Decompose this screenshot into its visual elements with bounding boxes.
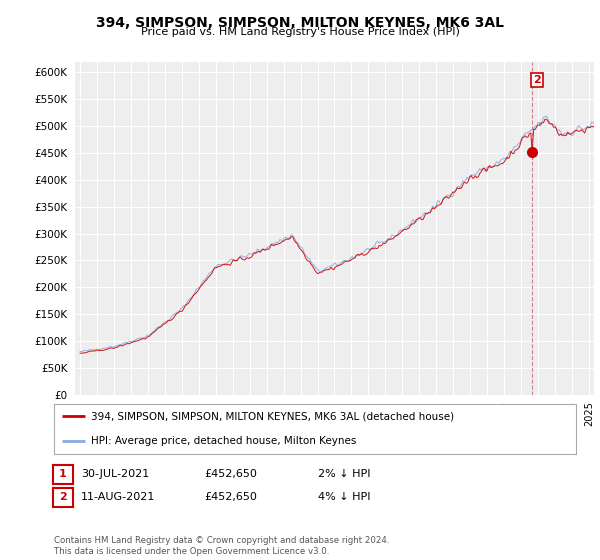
Text: 4% ↓ HPI: 4% ↓ HPI [318,492,371,502]
Text: 2% ↓ HPI: 2% ↓ HPI [318,469,371,479]
Text: 30-JUL-2021: 30-JUL-2021 [81,469,149,479]
Text: Price paid vs. HM Land Registry's House Price Index (HPI): Price paid vs. HM Land Registry's House … [140,27,460,37]
Text: 1: 1 [59,469,67,479]
Text: £452,650: £452,650 [204,492,257,502]
Text: 2: 2 [59,492,67,502]
Text: 394, SIMPSON, SIMPSON, MILTON KEYNES, MK6 3AL (detached house): 394, SIMPSON, SIMPSON, MILTON KEYNES, MK… [91,411,454,421]
Text: HPI: Average price, detached house, Milton Keynes: HPI: Average price, detached house, Milt… [91,436,356,446]
Text: Contains HM Land Registry data © Crown copyright and database right 2024.
This d: Contains HM Land Registry data © Crown c… [54,536,389,556]
Text: 2: 2 [533,75,541,85]
Text: 394, SIMPSON, SIMPSON, MILTON KEYNES, MK6 3AL: 394, SIMPSON, SIMPSON, MILTON KEYNES, MK… [96,16,504,30]
Text: £452,650: £452,650 [204,469,257,479]
Text: 11-AUG-2021: 11-AUG-2021 [81,492,155,502]
